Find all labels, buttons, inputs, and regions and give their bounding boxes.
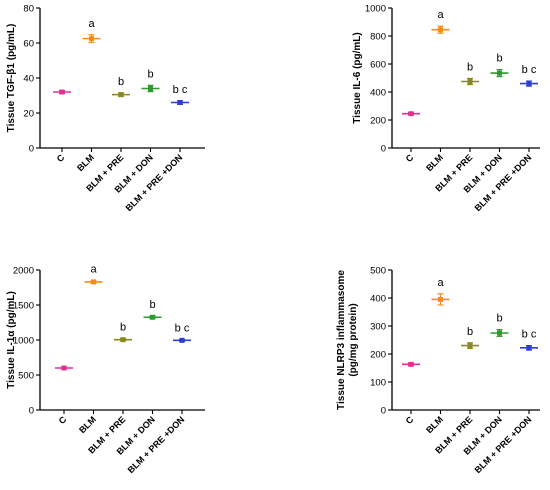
y-tick-label: 600 [370,59,386,70]
data-point [118,92,124,98]
x-category-label: BLM [77,414,98,435]
y-tick-label: 0 [381,405,386,416]
y-axis-label: (pg/mg protein) [348,303,359,376]
panel-il-1alpha: 0 500 1000 1500 2000 Tissue IL-1α (pg/mL) C BLM… [6,264,205,475]
x-category-label: C [404,414,416,426]
x-category-label: BLM + PRE +DON [473,152,534,213]
significance-label: b c [173,84,188,96]
data-point [120,337,126,343]
data-point [526,345,532,351]
x-category-label: BLM + PRE +DON [124,152,185,213]
y-tick-label: 80 [23,3,34,14]
y-tick-label: 800 [370,31,386,42]
panel-nlrp3: 0 100 200 300 400 500 Tissue NLRP3 inflammasom… [336,265,540,475]
data-point [150,314,155,320]
significance-label: a [437,277,444,289]
significance-label: b [496,53,502,65]
x-category-label: BLM [75,152,96,173]
y-tick-label: 400 [370,87,386,98]
data-point [497,330,502,336]
significance-label: b [118,76,124,88]
significance-label: b [467,61,473,73]
y-tick-label: 60 [23,38,34,49]
data-point [177,100,183,105]
y-tick-label: 0 [29,143,34,154]
data-point [438,27,443,33]
data-point [467,343,473,349]
x-category-label: C [55,152,67,164]
data-point [89,36,94,42]
y-axis-label: Tissue IL-1α (pg/mL) [6,291,17,389]
x-category-label: C [404,152,416,164]
x-category-label: BLM [424,152,445,173]
significance-label: a [437,9,444,21]
y-tick-label: 500 [370,265,386,276]
significance-label: b [147,68,153,80]
data-point [179,337,185,343]
data-point [91,279,96,285]
x-category-label: BLM + PRE +DON [126,414,187,475]
y-tick-label: 1000 [13,335,34,346]
y-axis-label: Tissue NLRP3 inflammasome [336,270,347,410]
y-tick-label: 40 [23,73,34,84]
significance-label: a [90,264,97,276]
significance-label: b c [522,329,537,341]
x-category-label: C [57,414,69,426]
x-category-label: BLM + PRE +DON [473,414,534,475]
data-point [526,81,532,87]
significance-label: b c [522,64,537,76]
y-tick-label: 400 [370,293,386,304]
significance-label: b [120,322,126,334]
data-point [467,79,473,84]
data-point [59,89,65,95]
y-axis-label: Tissue IL-6 (pg/mL) [352,32,363,124]
significance-label: b [496,313,502,325]
y-tick-label: 2000 [13,265,34,276]
x-category-label: BLM [424,414,445,435]
y-tick-label: 1000 [365,3,386,14]
y-tick-label: 0 [29,405,34,416]
panel-tgf-beta1: 0 20 40 60 80 Tissue TGF-β1 (pg/mL) C BLM a BLM +… [6,3,205,213]
significance-label: a [88,18,95,30]
y-tick-label: 0 [381,143,386,154]
y-tick-label: 200 [370,115,386,126]
data-point [408,111,414,117]
data-point [408,361,414,367]
y-tick-label: 100 [370,377,386,388]
significance-label: b [467,326,473,338]
significance-label: b [149,299,155,311]
y-tick-label: 500 [18,370,34,381]
y-tick-label: 200 [370,349,386,360]
data-point [497,70,502,76]
data-point [61,365,67,371]
panel-il-6: 0 200 400 600 800 1000 Tissue IL-6 (pg/mL) C BLM… [352,3,540,213]
y-tick-label: 300 [370,321,386,332]
y-axis-label: Tissue TGF-β1 (pg/mL) [6,24,17,133]
significance-label: b c [175,323,190,335]
y-tick-label: 1500 [13,300,34,311]
data-point [438,296,443,302]
data-point [148,86,153,91]
y-tick-label: 20 [23,108,34,119]
